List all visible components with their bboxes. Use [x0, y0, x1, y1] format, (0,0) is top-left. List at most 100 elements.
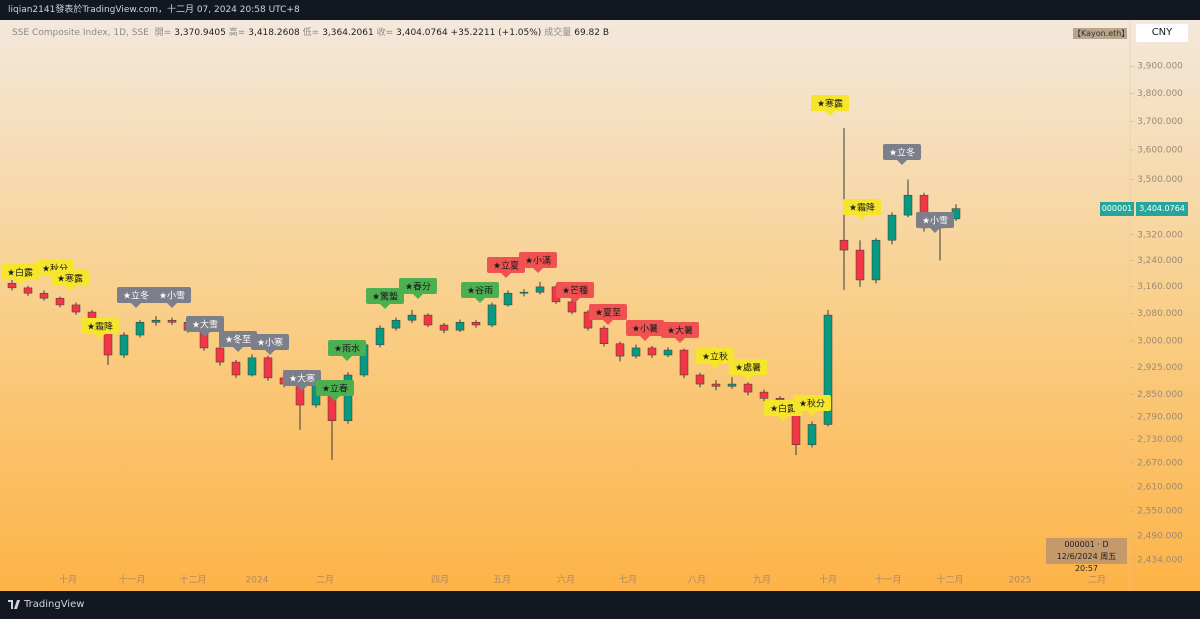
annotation-box	[117, 287, 155, 303]
annotation-box	[811, 95, 849, 111]
y-tick-label: 2,730.000	[1137, 435, 1183, 445]
annotation-pointer	[95, 334, 105, 339]
annotation-pointer	[413, 294, 423, 299]
annotation-box	[186, 316, 224, 332]
volume-value: 69.82 B	[574, 28, 610, 38]
candle-body	[583, 311, 593, 329]
annotation-label: ★立春	[322, 383, 348, 395]
annotation-label: ★冬至	[225, 334, 251, 346]
annotation-pointer	[857, 215, 867, 220]
annotation-label: ★寒露	[817, 98, 843, 110]
y-tick-label: 2,850.000	[1137, 390, 1183, 400]
annotation-label: ★小滿	[525, 255, 551, 267]
annotation: ★春分	[399, 278, 437, 299]
candle-body	[903, 194, 913, 216]
open-label: 開=	[154, 28, 172, 38]
annotation-pointer	[200, 332, 210, 337]
annotation-box	[764, 400, 802, 416]
annotation: ★霜降	[81, 318, 119, 339]
candle-body	[679, 349, 689, 376]
candle-body	[647, 347, 657, 356]
x-tick-label: 十一月	[874, 574, 901, 586]
candle-body	[119, 334, 129, 356]
annotation-label: ★寒露	[57, 273, 83, 285]
candle-body	[407, 314, 417, 321]
x-tick-label: 八月	[688, 575, 706, 586]
y-tick-label: 3,500.000	[1137, 175, 1183, 185]
candle-body	[791, 414, 801, 445]
annotation-pointer	[710, 364, 720, 369]
annotation-box	[589, 304, 627, 320]
annotation-pointer	[825, 111, 835, 116]
candle-body	[343, 374, 353, 421]
low-value: 3,364.2061	[322, 28, 374, 38]
x-tick-label: 十月	[819, 574, 837, 586]
candle-body	[519, 291, 529, 294]
annotation-label: ★春分	[405, 281, 431, 293]
annotation-pointer	[380, 304, 390, 309]
y-tick-label: 3,240.000	[1137, 256, 1183, 266]
annotation-label: ★谷雨	[467, 286, 493, 297]
annotation: ★霜降	[843, 199, 881, 220]
annotation-label: ★大雪	[192, 319, 218, 331]
annotation-box	[696, 348, 734, 364]
currency-button[interactable]: CNY	[1136, 24, 1188, 42]
volume-label: 成交量	[544, 28, 572, 38]
annotation-pointer	[265, 350, 275, 355]
candle-body	[215, 347, 225, 363]
logo	[8, 600, 20, 609]
annotation-label: ★白露	[770, 403, 796, 415]
annotation-pointer	[675, 338, 685, 343]
annotation: ★驚蟄	[366, 288, 404, 309]
candle-body	[599, 327, 609, 344]
annotation-pointer	[897, 160, 907, 165]
x-tick-label: 二月	[316, 575, 334, 586]
annotation: ★寒露	[811, 95, 849, 116]
close-value: 3,404.0764	[396, 28, 448, 38]
annotation-pointer	[330, 396, 340, 401]
author-tag: 【Kayon.eth】	[1073, 28, 1130, 39]
candle-body	[375, 327, 385, 346]
annotation: ★小雪	[916, 212, 954, 233]
y-tick-label: 3,600.000	[1137, 146, 1183, 156]
annotation-pointer	[15, 280, 25, 285]
candle-body	[71, 304, 81, 313]
x-tick-label: 五月	[493, 575, 511, 586]
footer: TradingView	[0, 591, 1200, 619]
y-tick-label: 3,000.000	[1137, 336, 1183, 346]
candle-body	[727, 383, 737, 387]
annotation-box	[556, 282, 594, 298]
annotation-box	[519, 252, 557, 268]
ohlc-legend: SSE Composite Index, 1D, SSE 開= 3,370.940…	[12, 25, 609, 38]
candle-body	[167, 319, 177, 323]
annotation-pointer	[930, 228, 940, 233]
annotation-label: ★小雪	[159, 291, 185, 302]
annotation-box	[461, 282, 499, 298]
candle-body	[231, 361, 241, 376]
change-value: +35.2211 (+1.05%)	[450, 28, 542, 38]
annotation-box	[883, 144, 921, 160]
low-label: 低=	[302, 28, 320, 38]
annotation-pointer	[533, 268, 543, 273]
annotation-box	[81, 318, 119, 334]
candle-body	[743, 383, 753, 393]
annotation-box	[316, 380, 354, 396]
candle-body	[823, 314, 833, 425]
candle-body	[247, 357, 257, 376]
annotation-box	[626, 320, 664, 336]
annotation-pointer	[297, 386, 307, 391]
annotation: ★冬至	[219, 331, 257, 352]
annotation: ★立夏	[487, 257, 525, 278]
x-tick-label: 2025	[1009, 576, 1032, 586]
annotation-pointer	[570, 298, 580, 303]
annotation: ★立秋	[696, 348, 734, 369]
annotation-label: ★小雪	[922, 216, 948, 227]
candle-body	[471, 322, 481, 326]
candle-body	[567, 301, 577, 313]
candle-body	[39, 292, 49, 299]
y-tick-label: 3,160.000	[1137, 282, 1183, 292]
annotation-pointer	[131, 303, 141, 308]
brand: TradingView	[24, 599, 85, 610]
y-tick-label: 2,670.000	[1137, 458, 1183, 468]
